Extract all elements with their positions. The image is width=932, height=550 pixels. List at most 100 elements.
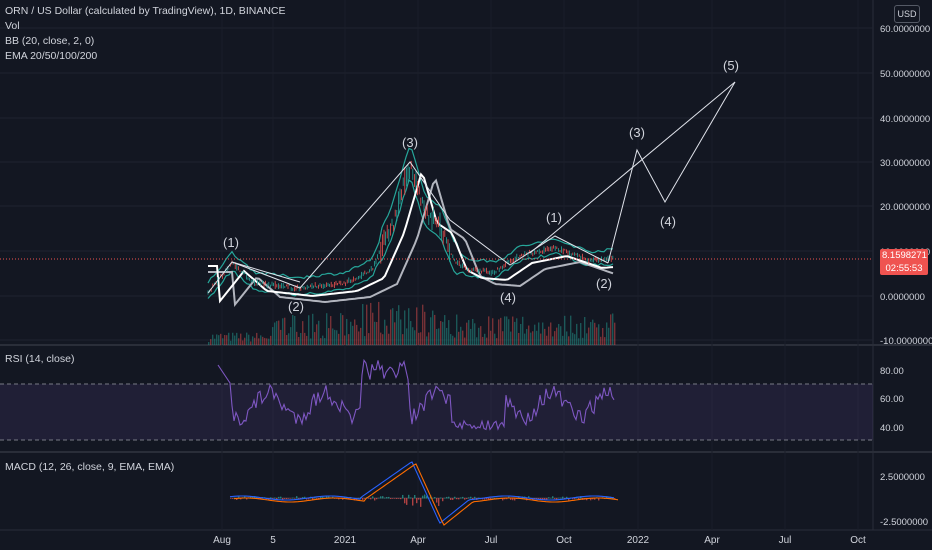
volume-bar (290, 327, 292, 345)
macd-histogram-bar (372, 496, 374, 499)
volume-bar (452, 335, 454, 345)
volume-bar (372, 312, 374, 345)
volume-bar (242, 340, 244, 345)
volume-bar (368, 333, 370, 345)
volume-bar (356, 324, 358, 345)
macd-histogram-bar (374, 498, 376, 501)
macd-histogram-bar (512, 498, 514, 501)
volume-bar (414, 330, 416, 345)
volume-bar (322, 335, 324, 345)
macd-histogram-bar (474, 496, 476, 499)
volume-bar (310, 338, 312, 345)
macd-histogram-bar (562, 496, 564, 499)
volume-bar (486, 337, 488, 345)
volume-bar (494, 333, 496, 345)
macd-histogram-bar (368, 498, 370, 499)
volume-bar (320, 338, 322, 345)
volume-bar (472, 318, 474, 345)
rsi-label[interactable]: RSI (14, close) (5, 353, 75, 365)
volume-bar (274, 322, 276, 345)
currency-button[interactable]: USD (894, 5, 920, 23)
macd-histogram-bar (544, 498, 546, 501)
volume-bar (312, 313, 314, 345)
volume-bar (392, 308, 394, 345)
time-tick: Jul (485, 535, 498, 546)
macd-histogram-bar (440, 497, 442, 499)
macd-histogram-bar (328, 496, 330, 499)
volume-bar (278, 320, 280, 345)
macd-histogram-bar (548, 497, 550, 499)
volume-bar (354, 319, 356, 345)
volume-bar (504, 316, 506, 345)
volume-bar (326, 313, 328, 345)
symbol-title[interactable]: ORN / US Dollar (calculated by TradingVi… (5, 5, 286, 17)
macd-histogram-bar (388, 496, 390, 499)
volume-bar (236, 332, 238, 345)
time-tick: Oct (850, 535, 866, 546)
volume-bar (400, 319, 402, 345)
volume-bar (516, 318, 518, 345)
volume-bar (370, 302, 372, 345)
macd-histogram-bar (460, 497, 462, 499)
volume-bar (564, 315, 566, 345)
volume-bar (546, 335, 548, 345)
volume-bar (510, 331, 512, 345)
macd-histogram-bar (308, 498, 310, 500)
volume-bar (286, 335, 288, 345)
macd-histogram-bar (256, 497, 258, 499)
macd-histogram-bar (286, 498, 288, 500)
price-tick: 40.0000000 (880, 114, 930, 125)
volume-bar (304, 332, 306, 345)
volume-bar (492, 318, 494, 345)
volume-bar (308, 315, 310, 345)
bb-indicator-label[interactable]: BB (20, close, 2, 0) (5, 35, 95, 47)
macd-histogram-bar (404, 498, 406, 504)
macd-histogram-bar (230, 498, 232, 499)
volume-bar (426, 336, 428, 345)
volume-bar (560, 326, 562, 345)
ema-line (208, 172, 614, 304)
volume-bar (610, 314, 612, 345)
volume-bar (342, 315, 344, 345)
volume-bar (318, 320, 320, 345)
macd-histogram-bar (552, 496, 554, 499)
macd-histogram-bar (494, 498, 496, 499)
volume-bar (498, 319, 500, 345)
price-tick: 0.0000000 (880, 292, 925, 303)
volume-bar (280, 329, 282, 345)
volume-bar (596, 327, 598, 345)
price-tick: 20.0000000 (880, 202, 930, 213)
vol-indicator-label[interactable]: Vol (5, 20, 20, 32)
volume-bar (530, 332, 532, 345)
macd-histogram-bar (294, 498, 296, 499)
volume-bar (380, 332, 382, 345)
macd-histogram-bar (424, 494, 426, 499)
volume-bar (226, 335, 228, 345)
volume-bar (542, 322, 544, 345)
volume-bar (250, 341, 252, 345)
volume-bar (260, 335, 262, 345)
macd-label[interactable]: MACD (12, 26, close, 9, EMA, EMA) (5, 461, 175, 473)
volume-bar (340, 313, 342, 345)
volume-bar (214, 338, 216, 345)
volume-bar (238, 338, 240, 345)
ema-indicator-label[interactable]: EMA 20/50/100/200 (5, 50, 98, 62)
rsi-band (0, 384, 873, 440)
macd-histogram-bar (348, 498, 350, 499)
wave-label: (2) (596, 276, 612, 291)
time-tick: Aug (213, 535, 231, 546)
wave-label: (3) (402, 135, 418, 150)
volume-bar (240, 333, 242, 345)
volume-bar (336, 330, 338, 345)
volume-bar (364, 336, 366, 345)
volume-bar (598, 324, 600, 345)
volume-bar (470, 328, 472, 345)
volume-bar (532, 331, 534, 345)
volume-bar (448, 320, 450, 345)
volume-bar (208, 341, 210, 345)
volume-bar (502, 331, 504, 345)
elliott-wave-line (207, 161, 609, 294)
last-price: 8.1598271 (882, 250, 927, 261)
